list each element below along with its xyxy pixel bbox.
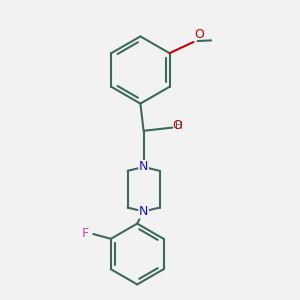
Text: N: N [139, 205, 148, 218]
Text: O: O [172, 119, 182, 133]
Text: F: F [81, 227, 88, 240]
Text: H: H [175, 121, 183, 131]
Text: O: O [194, 28, 204, 41]
Text: N: N [139, 160, 148, 173]
